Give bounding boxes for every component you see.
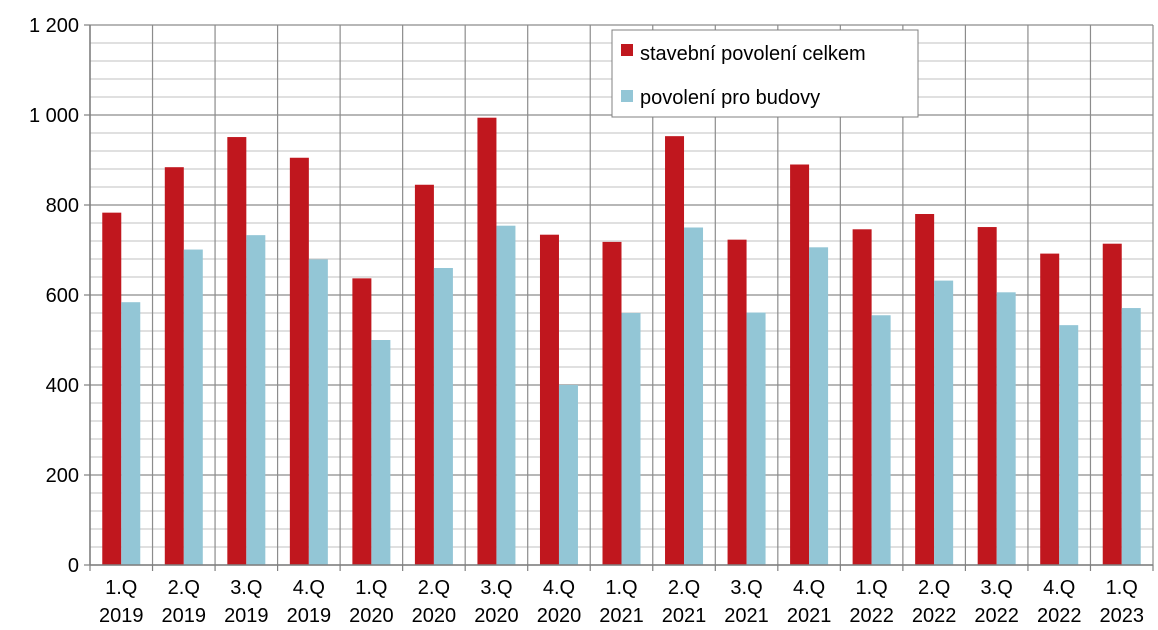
x-tick-label-year: 2020	[537, 605, 582, 627]
x-tick-label-quarter: 3.Q	[230, 577, 262, 599]
bar-budovy-10	[746, 312, 766, 565]
legend: stavební povolení celkem povolení pro bu…	[611, 29, 919, 118]
bar-budovy-8	[621, 313, 641, 565]
bar-stavebni-3	[289, 157, 309, 565]
bar-stavebni-13	[915, 214, 935, 565]
x-tick-label-quarter: 3.Q	[730, 577, 762, 599]
bar-budovy-14	[996, 292, 1016, 565]
bar-stavebni-14	[977, 227, 997, 566]
x-tick-label-quarter: 2.Q	[918, 577, 950, 599]
x-tick-label-quarter: 3.Q	[981, 577, 1013, 599]
bar-budovy-15	[1059, 325, 1079, 565]
bar-stavebni-7	[539, 234, 559, 565]
x-tick-label-quarter: 1.Q	[105, 577, 137, 599]
x-tick-label-quarter: 1.Q	[855, 577, 887, 599]
bar-budovy-6	[496, 225, 516, 565]
x-tick-label-quarter: 2.Q	[668, 577, 700, 599]
x-tick-label-year: 2022	[912, 605, 957, 627]
x-tick-label-quarter: 1.Q	[1106, 577, 1138, 599]
x-tick-label-quarter: 4.Q	[1043, 577, 1075, 599]
x-tick-label-quarter: 1.Q	[355, 577, 387, 599]
x-tick-label-quarter: 2.Q	[418, 577, 450, 599]
x-tick-label-year: 2021	[662, 605, 707, 627]
bar-budovy-4	[371, 340, 391, 565]
y-tick-label: 800	[46, 195, 79, 217]
bar-stavebni-6	[477, 117, 497, 565]
legend-label-stavebni: stavební povolení celkem	[640, 43, 866, 65]
bar-stavebni-16	[1102, 243, 1122, 565]
bar-stavebni-9	[665, 136, 685, 565]
x-tick-label-year: 2020	[349, 605, 394, 627]
x-tick-label-year: 2021	[787, 605, 832, 627]
legend-swatch-stavebni	[621, 44, 633, 56]
bar-budovy-11	[809, 247, 829, 566]
bar-stavebni-2	[227, 137, 247, 566]
x-tick-label-quarter: 2.Q	[168, 577, 200, 599]
x-tick-label-quarter: 4.Q	[543, 577, 575, 599]
x-tick-label-year: 2022	[974, 605, 1019, 627]
bar-stavebni-4	[352, 278, 372, 565]
bar-budovy-7	[558, 385, 578, 565]
y-tick-label: 1 200	[29, 15, 79, 37]
bar-budovy-9	[684, 227, 704, 565]
y-tick-label: 400	[46, 375, 79, 397]
bar-stavebni-12	[852, 229, 872, 566]
bar-budovy-16	[1121, 308, 1141, 565]
bar-stavebni-10	[727, 239, 747, 565]
bar-budovy-3	[308, 259, 328, 565]
bar-budovy-2	[246, 235, 266, 565]
x-tick-label-year: 2023	[1099, 605, 1144, 627]
legend-label-budovy: povolení pro budovy	[640, 87, 820, 109]
bar-budovy-5	[433, 268, 453, 565]
tick-labels: 0 200 400 600 800 1 000 1 200 1.Q 2019 2.Q 2019 3.Q…	[29, 15, 1144, 627]
bar-stavebni-15	[1040, 253, 1060, 565]
x-tick-label-quarter: 4.Q	[793, 577, 825, 599]
x-tick-label-year: 2019	[99, 605, 144, 627]
bar-stavebni-1	[164, 167, 184, 565]
y-tick-label: 1 000	[29, 105, 79, 127]
x-tick-label-year: 2022	[1037, 605, 1082, 627]
y-tick-label: 200	[46, 465, 79, 487]
bar-stavebni-8	[602, 241, 622, 565]
x-tick-label-year: 2021	[724, 605, 769, 627]
y-tick-label: 0	[68, 555, 79, 577]
x-tick-label-quarter: 4.Q	[293, 577, 325, 599]
bar-stavebni-11	[790, 164, 810, 565]
x-tick-label-year: 2019	[287, 605, 332, 627]
x-tick-label-quarter: 3.Q	[480, 577, 512, 599]
x-tick-label-year: 2022	[849, 605, 894, 627]
legend-swatch-budovy	[621, 90, 633, 102]
x-tick-label-year: 2020	[412, 605, 457, 627]
bar-stavebni-0	[102, 212, 122, 565]
legend-box	[611, 29, 919, 118]
x-tick-label-quarter: 1.Q	[605, 577, 637, 599]
x-tick-label-year: 2020	[474, 605, 519, 627]
bar-budovy-1	[183, 249, 203, 566]
y-tick-label: 600	[46, 285, 79, 307]
x-tick-label-year: 2021	[599, 605, 644, 627]
axes-layer	[84, 24, 1154, 571]
bars-layer	[102, 117, 1141, 566]
bar-budovy-0	[121, 302, 141, 565]
bar-budovy-12	[871, 315, 891, 565]
x-tick-label-year: 2019	[224, 605, 269, 627]
x-tick-label-year: 2019	[162, 605, 207, 627]
bar-budovy-13	[934, 280, 954, 565]
bar-stavebni-5	[414, 184, 434, 565]
